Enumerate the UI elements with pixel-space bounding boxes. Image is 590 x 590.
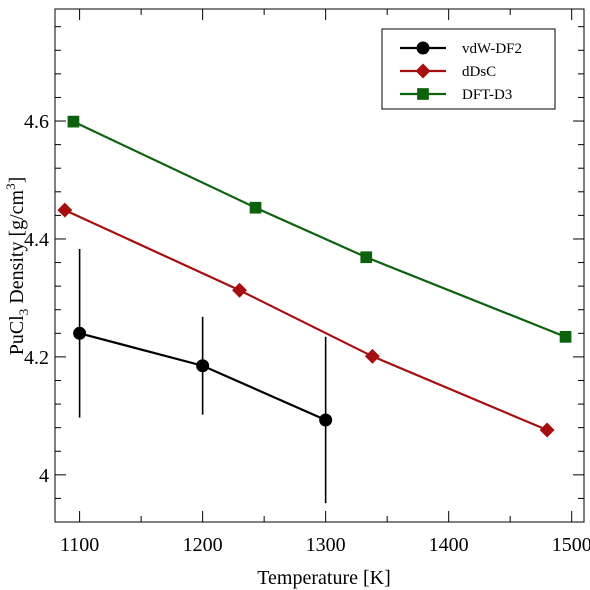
- y-axis-label-main: PuCl: [6, 315, 28, 355]
- data-point-circle: [416, 41, 430, 55]
- y-axis-label-subscript: 3: [16, 309, 31, 316]
- x-tick-label: 1300: [306, 534, 346, 556]
- y-axis-label-middle: Density [g/cm: [6, 189, 28, 308]
- y-axis-label-superscript: 3: [3, 183, 18, 190]
- data-point-circle: [196, 359, 210, 373]
- legend-label: DFT-D3: [462, 87, 512, 103]
- data-point-square: [360, 251, 373, 264]
- data-point-square: [417, 88, 429, 100]
- data-point-diamond: [57, 202, 73, 218]
- plot-frame: [54, 8, 585, 523]
- y-axis-label-end: ]: [6, 177, 28, 184]
- data-point-circle: [73, 326, 87, 340]
- data-point-diamond: [364, 348, 380, 364]
- data-point-diamond: [539, 422, 555, 438]
- legend-entries: vdW-DF2 dDsC DFT-D3: [400, 41, 522, 103]
- x-tick-label: 1500: [552, 534, 590, 556]
- series-diamond: [57, 202, 555, 438]
- x-tick-label: 1400: [429, 534, 469, 556]
- y-tick-label: 4.4: [24, 229, 49, 251]
- y-tick-label: 4.2: [24, 347, 49, 369]
- y-tick-label: 4: [39, 465, 49, 487]
- x-axis-label: Temperature [K]: [257, 567, 391, 589]
- legend-label: vdW-DF2: [462, 41, 522, 57]
- series-line: [64, 209, 548, 432]
- data-series: [57, 115, 572, 504]
- data-point-square: [559, 330, 572, 343]
- y-axis-label: PuCl3 Density [g/cm3]: [3, 177, 31, 356]
- x-tick-label: 1200: [183, 534, 223, 556]
- axis-ticks: 1100 1200 1300 1400 1500 4 4.2 4.4 4.6: [24, 9, 590, 556]
- series-line: [72, 120, 566, 338]
- series-circle: [73, 248, 333, 504]
- data-point-circle: [319, 413, 333, 427]
- series-square: [67, 115, 572, 343]
- data-point-square: [249, 201, 262, 214]
- legend: vdW-DF2 dDsC DFT-D3: [381, 28, 556, 110]
- legend-box: [381, 28, 556, 110]
- y-tick-label: 4.6: [24, 111, 49, 133]
- data-point-square: [67, 115, 80, 128]
- data-point-diamond: [415, 63, 431, 79]
- legend-label: dDsC: [462, 64, 496, 80]
- x-tick-label: 1100: [60, 534, 99, 556]
- data-point-diamond: [232, 282, 248, 298]
